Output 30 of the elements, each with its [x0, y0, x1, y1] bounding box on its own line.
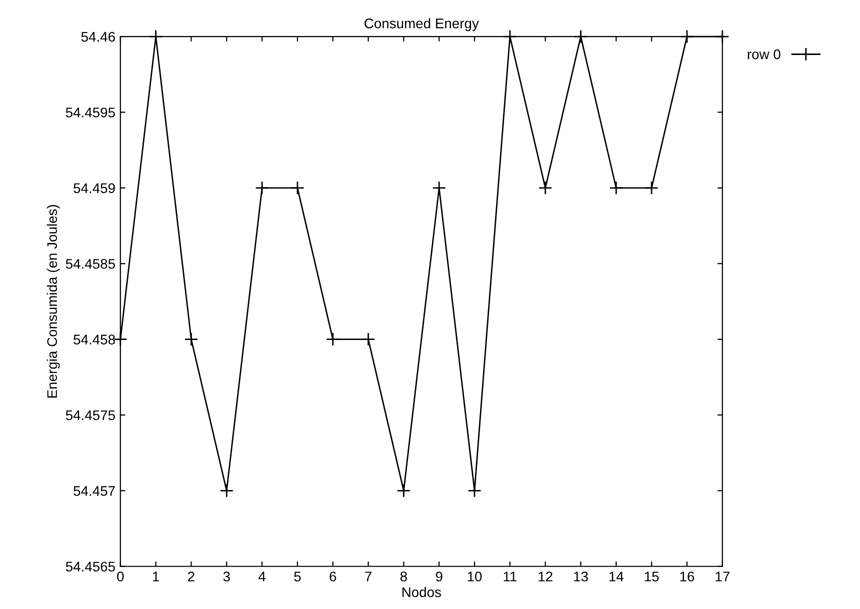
x-tick-label: 12 [538, 572, 552, 582]
x-tick-label: 3 [223, 572, 230, 582]
y-tick-label: 54.459 [74, 183, 115, 194]
y-tick-label: 54.46 [81, 32, 115, 42]
x-tick-label: 8 [400, 572, 407, 582]
x-tick-label: 9 [436, 572, 442, 582]
x-tick-label: 2 [188, 572, 194, 582]
y-tick-label: 54.4595 [66, 108, 115, 118]
x-tick-label: 15 [644, 572, 659, 582]
x-tick-label: 17 [716, 572, 730, 582]
y-tick-label: 54.4585 [66, 258, 115, 269]
y-tick-label: 54.4575 [66, 410, 115, 420]
x-tick-label: 7 [365, 572, 372, 582]
x-axis-title: Nodos [402, 586, 441, 598]
x-tick-label: 14 [610, 572, 624, 582]
chart-title: Consumed Energy [364, 18, 479, 32]
y-axis-title: Energia Consumida (en Joules) [46, 205, 60, 398]
x-tick-label: 13 [574, 572, 588, 582]
x-tick-label: 5 [294, 572, 301, 582]
x-tick-label: 1 [153, 572, 159, 582]
legend-label: row 0 [748, 49, 780, 60]
x-tick-label: 16 [680, 572, 694, 582]
x-tick-label: 6 [330, 572, 336, 582]
x-tick-label: 10 [468, 572, 482, 582]
x-tick-label: 11 [504, 572, 516, 582]
y-tick-label: 54.4565 [66, 562, 115, 572]
x-tick-label: 0 [117, 572, 124, 582]
x-tick-label: 4 [258, 572, 266, 582]
y-tick-label: 54.458 [74, 334, 115, 344]
y-tick-label: 54.457 [74, 486, 115, 496]
